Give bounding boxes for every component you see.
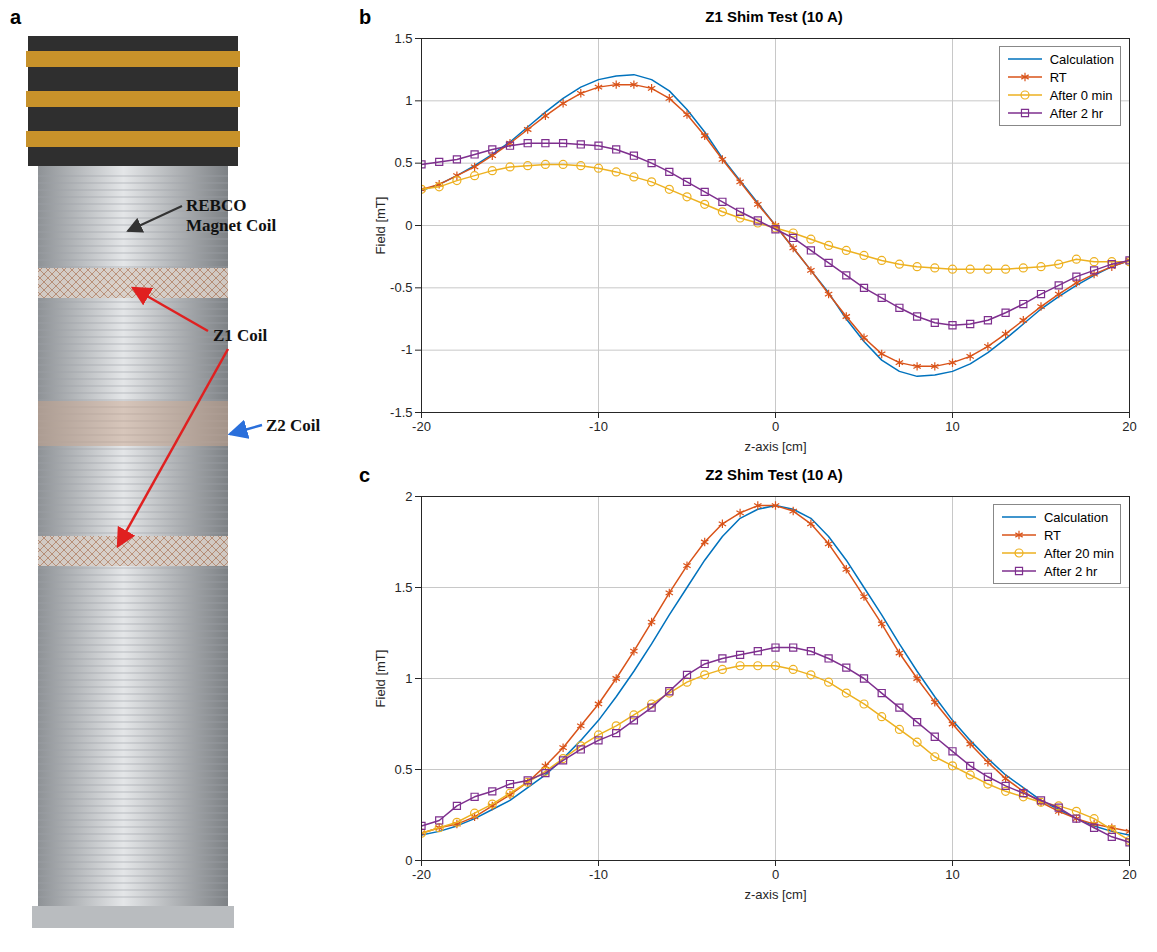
svg-text:-10: -10 [589,419,608,434]
svg-text:1.5: 1.5 [394,580,412,595]
svg-text:0: 0 [405,218,412,233]
svg-text:0: 0 [772,867,779,882]
svg-text:z-axis [cm]: z-axis [cm] [744,439,806,454]
svg-text:1: 1 [405,671,412,686]
html-text:c: c [359,464,371,486]
svg-text:-0.5: -0.5 [390,280,412,295]
svg-text:Field [mT]: Field [mT] [373,197,388,255]
svg-text:1.5: 1.5 [394,31,412,46]
svg-text:10: 10 [945,419,959,434]
svg-text:-10: -10 [589,867,608,882]
svg-text:-20: -20 [412,867,431,882]
html-text:RT: RT [1043,527,1061,543]
svg-text:20: 20 [1122,419,1136,434]
svg-text:10: 10 [945,867,959,882]
html-text:Z2 Shim Test (10 A): Z2 Shim Test (10 A) [705,466,843,483]
svg-text:-20: -20 [412,419,431,434]
html-text:After 2 hr: After 2 hr [1049,105,1104,121]
html-text:Calculation: Calculation [1043,509,1109,525]
html-text:RT: RT [1049,69,1067,85]
svg-text:z-axis [cm]: z-axis [cm] [744,887,806,902]
svg-text:-1.5: -1.5 [390,405,412,420]
svg-text:0: 0 [405,853,412,868]
html-text:After 20 min: After 20 min [1043,545,1114,561]
html-text:Z1 Shim Test (10 A): Z1 Shim Test (10 A) [705,8,843,25]
svg-text:0.5: 0.5 [394,155,412,170]
svg-text:2: 2 [405,489,412,504]
svg-text:-1: -1 [401,342,413,357]
svg-text:20: 20 [1122,867,1136,882]
html-text:b: b [359,6,372,28]
html-text:After 2 hr: After 2 hr [1043,563,1098,579]
svg-text:0: 0 [772,419,779,434]
svg-text:REBCOMagnet Coil: REBCOMagnet Coil [186,196,276,235]
svg-text:1: 1 [405,93,412,108]
svg-text:a: a [10,6,22,28]
svg-text:Z2 Coil: Z2 Coil [266,416,321,435]
html-text:Calculation: Calculation [1049,51,1114,67]
html-text:After 0 min: After 0 min [1049,87,1113,103]
svg-text:0.5: 0.5 [394,762,412,777]
svg-text:Z1 Coil: Z1 Coil [213,326,268,345]
svg-text:Field [mT]: Field [mT] [373,650,388,708]
